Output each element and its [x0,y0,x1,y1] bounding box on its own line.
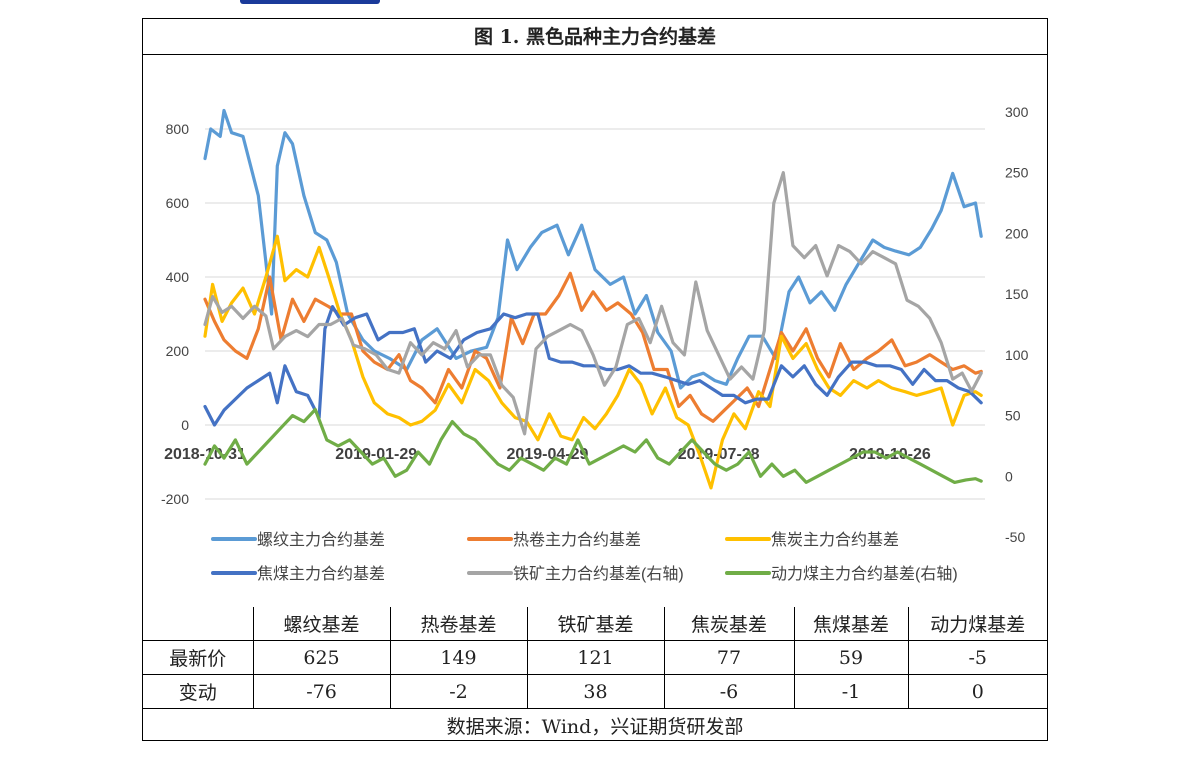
y-right-tick-label: 300 [1005,104,1029,120]
table-cell: -76 [252,674,391,709]
y-left-tick-label: 800 [166,121,190,137]
table-header-cell: 焦炭基差 [663,607,795,641]
table-cell: 59 [793,640,909,675]
table-header-cell: 动力煤基差 [907,607,1047,641]
figure-frame: 图 1. 黑色品种主力合约基差 -200 0 200 400 600 800 -50 0 50 1… [142,18,1048,742]
y-left-tick-label: 0 [181,417,189,433]
legend-label: 焦煤主力合约基差 [257,565,385,583]
data-source-note: 数据来源：Wind，兴证期货研发部 [143,708,1047,742]
table-header-cell: 焦煤基差 [793,607,909,641]
legend-label: 焦炭主力合约基差 [771,531,899,549]
table-cell: 625 [252,640,391,675]
series-line [203,305,983,427]
table-header-row: 螺纹基差 热卷基差 铁矿基差 焦炭基差 焦煤基差 动力煤基差 [143,607,1047,641]
series-line [203,171,983,436]
table-header-cell [143,607,254,641]
table-row-label: 变动 [143,674,254,709]
table-cell: 121 [526,640,665,675]
table-cell: -1 [793,674,909,709]
y-left-tick-label: 600 [166,195,190,211]
y-right-tick-label: 150 [1005,286,1029,302]
table-cell: -2 [389,674,528,709]
basis-summary-table: 螺纹基差 热卷基差 铁矿基差 焦炭基差 焦煤基差 动力煤基差 最新价 625 1… [143,607,1047,742]
table-header-cell: 铁矿基差 [526,607,665,641]
table-row: 最新价 625 149 121 77 59 -5 [143,640,1047,675]
y-right-tick-label: 100 [1005,347,1029,363]
figure-title: 图 1. 黑色品种主力合约基差 [143,19,1047,55]
table-cell: -5 [907,640,1047,675]
y-left-tick-label: 200 [166,343,190,359]
x-tick-label: 2018-10-31 [164,446,246,463]
table-footer-row: 数据来源：Wind，兴证期货研发部 [143,708,1047,742]
table-header-cell: 螺纹基差 [252,607,391,641]
y-right-tick-label: 50 [1005,408,1021,424]
y-right-tick-label: 250 [1005,165,1029,181]
legend-label: 热卷主力合约基差 [513,531,641,549]
y-right-tick-label: -50 [1005,529,1025,545]
y-left-tick-label: 400 [166,269,190,285]
legend-label: 动力煤主力合约基差(右轴) [771,565,958,583]
table-cell: 0 [907,674,1047,709]
table-cell: 38 [526,674,665,709]
series-line [203,108,983,390]
x-tick-label: 2019-01-29 [335,446,417,463]
section-header-fragment [240,0,380,4]
table-cell: -6 [663,674,795,709]
y-right-tick-label: 0 [1005,468,1013,484]
basis-line-chart: -200 0 200 400 600 800 -50 0 50 100 150 200 250 300 20… [161,104,1029,583]
y-left-tick-label: -200 [161,491,189,507]
legend-label: 螺纹主力合约基差 [257,531,385,549]
table-row: 变动 -76 -2 38 -6 -1 0 [143,674,1047,709]
table-cell: 77 [663,640,795,675]
series-line [203,407,983,484]
table-cell: 149 [389,640,528,675]
series-line [203,234,983,490]
series-line [203,271,983,423]
table-row-label: 最新价 [143,640,254,675]
y-right-tick-label: 200 [1005,225,1029,241]
table-header-cell: 热卷基差 [389,607,528,641]
legend-label: 铁矿主力合约基差(右轴) [513,565,684,583]
